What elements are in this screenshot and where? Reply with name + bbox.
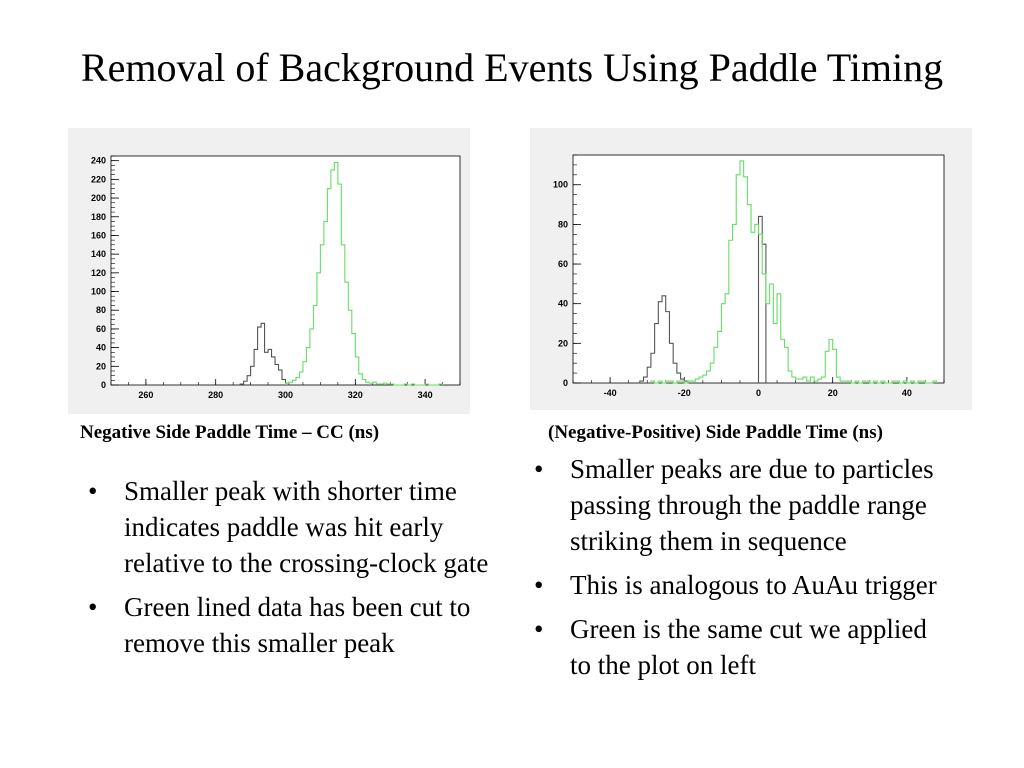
left-bullet-item: • Green lined data has been cut to remove…	[80, 589, 500, 661]
bullet-dot-icon: •	[534, 570, 544, 600]
bullet-dot-icon: •	[88, 476, 98, 506]
y-tick-label: 40	[96, 343, 106, 353]
bullet-dot-icon: •	[534, 454, 544, 484]
right-bullet-list: • Smaller peaks are due to particles pass…	[526, 451, 946, 691]
left-bullet-list: • Smaller peak with shorter time indicate…	[80, 473, 500, 669]
y-tick-label: 100	[91, 287, 106, 297]
x-tick-label: 0	[756, 388, 761, 398]
left-histogram: 260 280 300 320 340 0 20 40 60 80 100 120 140 160 180 2…	[91, 155, 461, 400]
histogram-cut-events-line	[650, 160, 938, 384]
left-bullet-item: • Smaller peak with shorter time indicate…	[80, 473, 500, 581]
y-tick-label: 160	[91, 230, 106, 240]
plot-area	[110, 155, 461, 386]
right-bullet-item: • This is analogous to AuAu trigger	[526, 567, 946, 603]
right-histogram-caption: (Negative-Positive) Side Paddle Time (ns…	[548, 422, 883, 443]
x-tick-label: 340	[418, 390, 433, 400]
bullet-dot-icon: •	[88, 592, 98, 622]
y-tick-label: 20	[558, 338, 568, 348]
right-bullet-item: • Smaller peaks are due to particles pass…	[526, 451, 946, 559]
left-histogram-caption: Negative Side Paddle Time – CC (ns)	[80, 422, 380, 443]
left-bullet-text: Green lined data has been cut to remove …	[124, 592, 471, 658]
histogram-cut-events-line	[284, 161, 444, 386]
y-tick-label: 100	[553, 180, 568, 190]
left-bullet-text: Smaller peak with shorter time indicates…	[124, 476, 489, 578]
right-bullet-text: Green is the same cut we applied to the …	[570, 614, 927, 680]
x-tick-label: 320	[348, 390, 363, 400]
y-tick-label: 240	[91, 156, 106, 166]
y-tick-label: 200	[91, 193, 106, 203]
right-histogram-frame: -40 -20 0 20 40 0 20 40 60 80 100	[530, 128, 972, 410]
y-tick-label: 20	[96, 361, 106, 371]
y-tick-label: 80	[96, 305, 106, 315]
histogram-all-events-line	[239, 322, 290, 385]
right-bullet-item: • Green is the same cut we applied to the…	[526, 611, 946, 683]
right-histogram: -40 -20 0 20 40 0 20 40 60 80 100	[553, 154, 945, 398]
y-tick-label: 0	[563, 378, 568, 388]
histogram-all-events-line	[639, 295, 689, 383]
y-tick-label: 60	[558, 259, 568, 269]
y-tick-label: 40	[558, 299, 568, 309]
y-tick-label: 60	[96, 324, 106, 334]
bullet-dot-icon: •	[534, 614, 544, 644]
right-bullet-text: Smaller peaks are due to particles passi…	[570, 454, 934, 556]
x-tick-label: 300	[278, 390, 293, 400]
slide-title: Removal of Background Events Using Paddl…	[80, 45, 944, 90]
y-tick-label: 80	[558, 219, 568, 229]
y-tick-label: 140	[91, 249, 106, 259]
right-bullet-text: This is analogous to AuAu trigger	[570, 570, 937, 600]
x-tick-label: -20	[678, 388, 691, 398]
left-histogram-frame: 260 280 300 320 340 0 20 40 60 80 100 120 140 160 180 2…	[68, 128, 470, 414]
y-tick-label: 180	[91, 212, 106, 222]
x-tick-label: 20	[828, 388, 838, 398]
y-tick-label: 220	[91, 174, 106, 184]
y-tick-label: 120	[91, 268, 106, 278]
y-tick-label: 0	[101, 380, 106, 390]
x-tick-label: 40	[902, 388, 912, 398]
histogram-all-events-overlay-line	[757, 215, 767, 383]
x-tick-label: -40	[604, 388, 617, 398]
x-tick-label: 280	[208, 390, 223, 400]
x-tick-label: 260	[138, 390, 153, 400]
